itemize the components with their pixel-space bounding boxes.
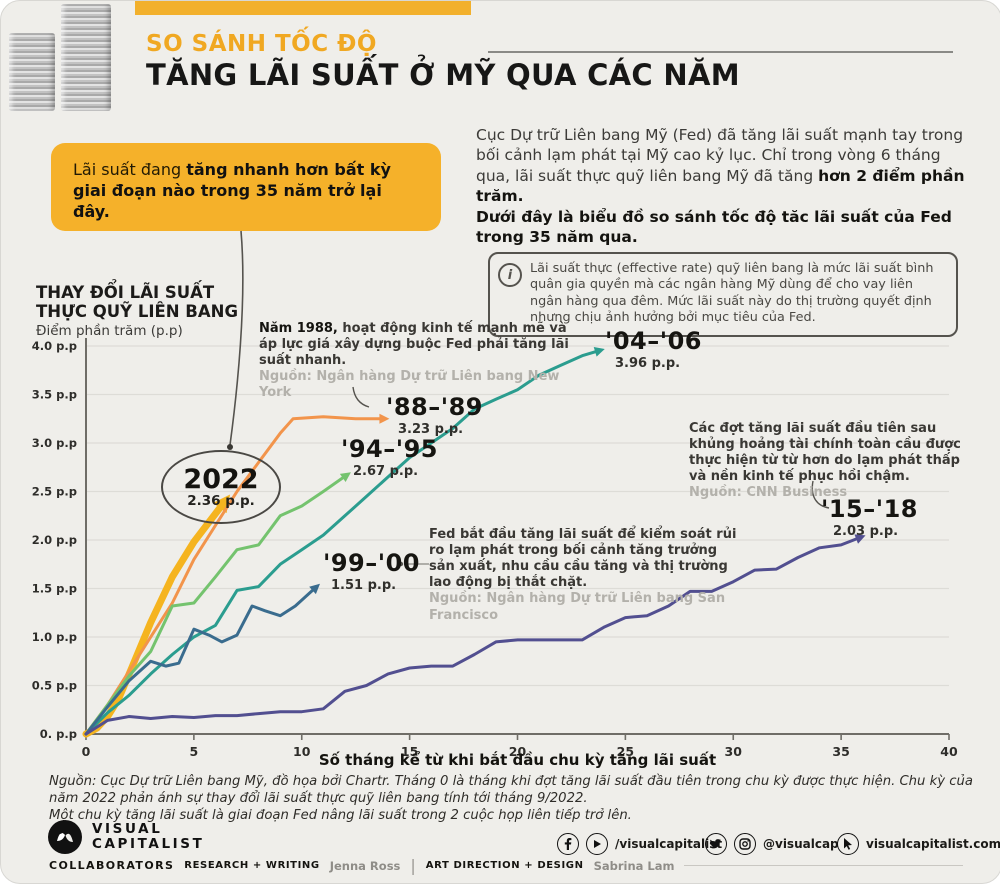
top-accent-bar xyxy=(135,1,471,15)
series-line-'04–'06 xyxy=(84,350,597,736)
x-tick-label: 5 xyxy=(190,744,199,759)
collaborators-label: COLLABORATORS xyxy=(49,859,175,872)
intro-bold-2: Dưới đây là biểu đồ so sánh tốc độ tăc l… xyxy=(476,207,952,247)
annotation-gfc-connector xyxy=(811,480,830,509)
label-15-18: '15–'18 2.03 p.p. xyxy=(821,495,918,539)
art-direction-name: Sabrina Lam xyxy=(593,858,675,873)
research-writing-name: Jenna Ross xyxy=(329,858,401,873)
y-axis-title-line1: THAY ĐỔI LÃI SUẤT xyxy=(36,283,215,302)
coin-stack-icon xyxy=(9,33,55,111)
series-line-2022 xyxy=(82,504,224,738)
y-tick-label: 0. p.p xyxy=(40,727,77,741)
y-axis-title: THAY ĐỔI LÃI SUẤT THỰC QUỸ LIÊN BANG Điể… xyxy=(36,283,238,339)
series-line-'94–'95 xyxy=(84,476,345,736)
twitter-icon[interactable] xyxy=(705,833,727,855)
page-title: TĂNG LÃI SUẤT Ở MỸ QUA CÁC NĂM xyxy=(146,58,740,92)
series-arrowhead-'04–'06 xyxy=(593,347,605,357)
series-arrowhead-'99–'00 xyxy=(309,583,320,595)
label-2022-circle: 2022 2.36 p.p. xyxy=(161,450,281,524)
social-facebook-group[interactable]: /visualcapitalist xyxy=(557,833,722,855)
definition-box: i Lãi suất thực (effective rate) quỹ liê… xyxy=(488,252,958,337)
x-tick-label: 20 xyxy=(509,744,527,759)
x-tick-label: 15 xyxy=(401,744,418,759)
footnote-line1: Nguồn: Cục Dự trữ Liên bang Mỹ, đồ họa b… xyxy=(49,774,973,807)
series-line-'15–'18 xyxy=(84,537,858,736)
label-94-95: '94–'95 2.67 p.p. xyxy=(341,435,438,479)
annotation-gfc: Các đợt tăng lãi suất đầu tiên sau khủng… xyxy=(689,421,971,502)
callout-box: Lãi suất đang tăng nhanh hơn bất kỳ giai… xyxy=(51,143,441,231)
definition-text: Lãi suất thực (effective rate) quỹ liên … xyxy=(530,261,934,326)
callout-text-bold: tăng nhanh hơn bất kỳ giai đoạn nào tron… xyxy=(73,160,391,221)
label-04-06: '04–'06 3.96 p.p. xyxy=(605,327,702,371)
series-arrowhead-'15–'18 xyxy=(854,534,866,544)
cursor-icon[interactable] xyxy=(837,833,859,855)
visual-capitalist-logo: VISUAL CAPITALIST xyxy=(47,819,204,855)
footer-rule xyxy=(684,864,963,867)
social-web-group[interactable]: visualcapitalist.com xyxy=(837,833,1000,855)
annotation-1988-source: Nguồn: Ngân hàng Dự trữ Liên bang New Yo… xyxy=(259,369,560,401)
coin-stack-icon xyxy=(61,4,111,111)
kicker-text: SO SÁNH TỐC ĐỘ xyxy=(146,31,377,57)
x-tick-label: 25 xyxy=(617,744,634,759)
x-tick-label: 10 xyxy=(293,744,311,759)
y-tick-label: 3.5 p.p xyxy=(32,388,77,402)
y-tick-label: 1.5 p.p xyxy=(32,582,77,596)
website-url[interactable]: visualcapitalist.com xyxy=(866,837,1000,851)
intro-regular: Cục Dự trữ Liên bang Mỹ (Fed) đã tăng lã… xyxy=(476,126,964,185)
social-twitter-group[interactable]: @visualcap xyxy=(705,833,839,855)
series-line-'99–'00 xyxy=(84,588,314,736)
footnote: Nguồn: Cục Dự trữ Liên bang Mỹ, đồ họa b… xyxy=(49,773,979,824)
label-99-dot xyxy=(398,561,404,567)
y-tick-label: 2.0 p.p xyxy=(32,533,77,547)
annotation-1988: Năm 1988, hoạt động kinh tế mạnh mẽ và á… xyxy=(259,321,589,402)
x-tick-label: 0 xyxy=(82,744,91,759)
y-axis-unit: Điểm phần trăm (p.p) xyxy=(36,322,183,339)
label-99-00: '99–'00 1.51 p.p. xyxy=(323,549,420,593)
y-tick-label: 4.0 p.p xyxy=(32,339,77,353)
y-tick-label: 3.0 p.p xyxy=(32,436,77,450)
facebook-handle[interactable]: /visualcapitalist xyxy=(615,837,723,851)
x-tick-label: 40 xyxy=(940,744,958,759)
intro-bold: hơn 2 điểm phần trăm. xyxy=(476,166,965,206)
facebook-icon[interactable] xyxy=(557,833,579,855)
collaborators-row: COLLABORATORS RESEARCH + WRITING Jenna R… xyxy=(49,856,963,875)
y-tick-label: 0.5 p.p xyxy=(32,679,77,693)
youtube-icon[interactable] xyxy=(586,833,608,855)
label-2022-value: 2.36 p.p. xyxy=(187,492,255,509)
annotation-1988-connector xyxy=(352,386,370,408)
instagram-handle[interactable]: @visualcap xyxy=(763,837,839,851)
footnote-line2: Một chu kỳ tăng lãi suất là giai đoạn Fe… xyxy=(49,808,632,824)
x-axis-title: Số tháng kể từ khi bắt đầu chu kỳ tăng l… xyxy=(318,751,717,769)
label-88-89: '88–'89 3.23 p.p. xyxy=(386,393,483,437)
divider: | xyxy=(410,856,416,875)
x-tick-label: 30 xyxy=(725,744,743,759)
label-2022-year: 2022 xyxy=(183,463,259,495)
y-tick-label: 1.0 p.p xyxy=(32,630,77,644)
x-tick-label: 35 xyxy=(832,744,849,759)
vc-logo-text: VISUAL CAPITALIST xyxy=(92,820,205,852)
series-arrowhead-'88–'89 xyxy=(379,413,390,424)
intro-paragraph: Cục Dự trữ Liên bang Mỹ (Fed) đã tăng lã… xyxy=(476,125,968,248)
art-direction-label: ART DIRECTION + DESIGN xyxy=(425,860,584,871)
annotation-sf: Fed bắt đầu tăng lãi suất để kiểm soát r… xyxy=(429,527,747,624)
annotation-sf-source: Nguồn: Ngân hàng Dự trữ Liên bang San Fr… xyxy=(429,591,726,623)
annotation-gfc-source: Nguồn: CNN Business xyxy=(689,485,848,501)
connector-dot xyxy=(227,444,233,450)
callout-text: Lãi suất đang xyxy=(73,160,187,179)
callout-connector-line xyxy=(229,230,244,446)
instagram-icon[interactable] xyxy=(734,833,756,855)
y-axis-title-line2: THỰC QUỸ LIÊN BANG xyxy=(36,301,238,321)
y-tick-label: 2.5 p.p xyxy=(32,485,77,499)
info-icon: i xyxy=(498,263,522,287)
vc-logo-icon xyxy=(48,820,82,854)
header-rule xyxy=(488,51,953,53)
series-arrowhead-'94–'95 xyxy=(339,472,351,483)
research-writing-label: RESEARCH + WRITING xyxy=(184,860,320,871)
